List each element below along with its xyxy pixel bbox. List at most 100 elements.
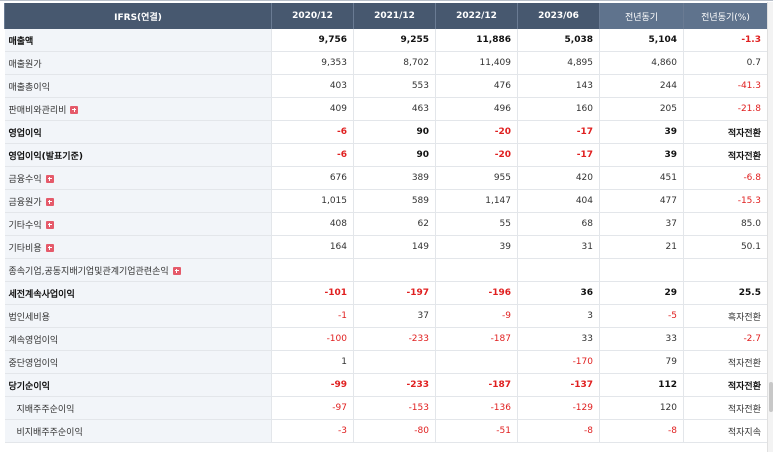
cell-value: 404 [517,189,600,213]
cell-value: -233 [353,327,436,351]
cell-value [517,258,600,282]
cell-value: 8,702 [353,51,436,75]
cell-value: 0.7 [683,51,768,75]
row-label: 법인세비용 [4,304,272,328]
cell-value: -20 [435,143,518,167]
cell-value: -97 [271,396,354,420]
cell-value: 68 [517,212,600,236]
cell-value: 29 [599,281,684,305]
row-label-text: 매출총이익 [8,82,50,93]
cell-value: 3 [517,304,600,328]
table-row: 매출총이익 403 553 476 143 244 -41.3 [4,74,768,98]
row-label: 영업이익(발표기준) [4,143,272,167]
cell-value: 36 [517,281,600,305]
cell-value: -187 [435,373,518,397]
cell-value: 21 [599,235,684,259]
expand-plus-icon[interactable] [45,174,54,183]
cell-value: -99 [271,373,354,397]
top-border [0,0,773,1]
row-label-text: 매출액 [8,36,34,47]
cell-value: -2.7 [683,327,768,351]
cell-value: 389 [353,166,436,190]
row-label[interactable]: 기타수익 [4,212,272,236]
cell-value: -100 [271,327,354,351]
cell-value: -6.8 [683,166,768,190]
cell-value: 37 [353,304,436,328]
row-label-text: 계속영업이익 [8,335,59,346]
row-label-text: 지배주주순이익 [16,404,75,415]
cell-value: -17 [517,120,600,144]
cell-value: 적자전환 [683,396,768,420]
expand-plus-icon[interactable] [45,243,54,252]
expand-plus-icon[interactable] [45,197,54,206]
expand-plus-icon[interactable] [172,266,181,275]
row-label: 지배주주순이익 [4,396,272,420]
cell-value: 164 [271,235,354,259]
cell-value: -196 [435,281,518,305]
row-label: 계속영업이익 [4,327,272,351]
scrollbar-thumb[interactable] [769,382,773,412]
table-row: 법인세비용 -1 37 -9 3 -5 흑자전환 [4,304,768,328]
cell-value: 205 [599,97,684,121]
header-period: 2023/06 [517,3,600,29]
cell-value: 143 [517,74,600,98]
cell-value: 9,756 [271,29,354,52]
cell-value: -9 [435,304,518,328]
cell-value [353,350,436,374]
cell-value: -1 [271,304,354,328]
row-label-text: 기타비용 [8,243,42,254]
cell-value: 463 [353,97,436,121]
cell-value: 1,015 [271,189,354,213]
cell-value: 5,104 [599,29,684,52]
expand-plus-icon[interactable] [70,105,79,114]
row-label-text: 금융수익 [8,174,42,185]
header-period: 2021/12 [353,3,436,29]
table-row: 영업이익(발표기준) -6 90 -20 -17 39 적자전환 [4,143,768,167]
cell-value: 553 [353,74,436,98]
cell-value: -6 [271,143,354,167]
row-label-text: 기타수익 [8,220,42,231]
cell-value: 37 [599,212,684,236]
cell-value: -41.3 [683,74,768,98]
cell-value: 451 [599,166,684,190]
cell-value [435,350,518,374]
cell-value: 25.5 [683,281,768,305]
expand-plus-icon[interactable] [45,220,54,229]
header-row: IFRS(연결) 2020/12 2021/12 2022/12 2023/06… [4,3,768,29]
cell-value: -1.3 [683,29,768,52]
table-row: 계속영업이익 -100 -233 -187 33 33 -2.7 [4,327,768,351]
table-row: 비지배주주순이익 -3 -80 -51 -8 -8 적자지속 [4,419,768,443]
row-label-text: 금융원가 [8,197,42,208]
row-label: 매출액 [4,29,272,52]
cell-value: 55 [435,212,518,236]
cell-value: 62 [353,212,436,236]
cell-value: 5,038 [517,29,600,52]
cell-value: -15.3 [683,189,768,213]
cell-value: -153 [353,396,436,420]
cell-value: -197 [353,281,436,305]
cell-value: 476 [435,74,518,98]
cell-value [435,258,518,282]
table-row: 기타비용 164 149 39 31 21 50.1 [4,235,768,259]
row-label[interactable]: 금융수익 [4,166,272,190]
table-row: 금융원가 1,015 589 1,147 404 477 -15.3 [4,189,768,213]
cell-value: -187 [435,327,518,351]
table-row: 중단영업이익 1 -170 79 적자전환 [4,350,768,374]
table-row: 세전계속사업이익 -101 -197 -196 36 29 25.5 [4,281,768,305]
row-label[interactable]: 종속기업,공동지배기업및관계기업관련손익 [4,258,272,282]
row-label[interactable]: 기타비용 [4,235,272,259]
row-label[interactable]: 금융원가 [4,189,272,213]
row-label[interactable]: 판매비와관리비 [4,97,272,121]
table-row: 영업이익 -6 90 -20 -17 39 적자전환 [4,120,768,144]
cell-value: 9,255 [353,29,436,52]
cell-value: 120 [599,396,684,420]
cell-value: 31 [517,235,600,259]
row-label: 중단영업이익 [4,350,272,374]
cell-value: -20 [435,120,518,144]
cell-value: -6 [271,120,354,144]
table-row: 기타수익 408 62 55 68 37 85.0 [4,212,768,236]
header-period: 2020/12 [271,3,354,29]
cell-value: 409 [271,97,354,121]
row-label-text: 당기순이익 [8,381,50,392]
vertical-scrollbar[interactable] [767,2,773,452]
